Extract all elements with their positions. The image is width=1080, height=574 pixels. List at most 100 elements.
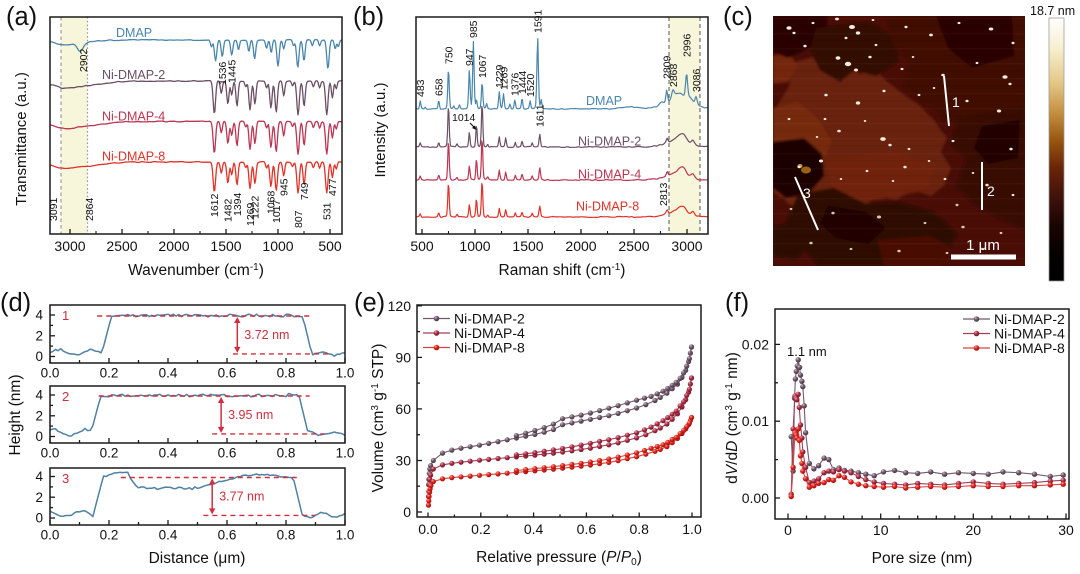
svg-text:0.2: 0.2	[100, 446, 119, 461]
svg-text:2: 2	[62, 389, 69, 404]
svg-text:0.6: 0.6	[218, 528, 237, 543]
svg-text:0.00: 0.00	[742, 490, 769, 506]
svg-text:0.4: 0.4	[159, 446, 178, 461]
svg-text:0.4: 0.4	[159, 528, 178, 543]
svg-text:1520: 1520	[525, 73, 537, 97]
svg-text:Ni-DMAP-8: Ni-DMAP-8	[454, 339, 525, 355]
svg-text:3000: 3000	[54, 238, 85, 254]
svg-text:0: 0	[403, 504, 411, 520]
svg-text:2500: 2500	[618, 238, 649, 254]
svg-text:2868: 2868	[668, 63, 680, 87]
svg-text:30: 30	[395, 453, 411, 469]
svg-text:483: 483	[415, 79, 427, 97]
svg-text:1376: 1376	[510, 72, 522, 96]
svg-text:Ni-DMAP-2: Ni-DMAP-2	[578, 135, 641, 149]
svg-text:1.0: 1.0	[682, 521, 702, 537]
svg-text:1014: 1014	[452, 112, 476, 124]
svg-text:807: 807	[293, 210, 305, 228]
svg-text:1000: 1000	[262, 238, 293, 254]
svg-text:945: 945	[279, 178, 291, 196]
svg-text:1444: 1444	[517, 70, 529, 94]
svg-text:2813: 2813	[658, 182, 670, 206]
svg-text:0.8: 0.8	[277, 446, 296, 461]
svg-text:10: 10	[873, 522, 889, 538]
svg-text:477: 477	[327, 178, 339, 196]
svg-text:0.0: 0.0	[41, 446, 60, 461]
svg-text:Transmittance (a.u.): Transmittance (a.u.)	[13, 72, 30, 206]
svg-text:1229: 1229	[494, 64, 506, 88]
svg-text:658: 658	[434, 78, 446, 96]
svg-text:0.02: 0.02	[742, 336, 769, 352]
svg-text:0.0: 0.0	[418, 521, 438, 537]
svg-text:2: 2	[35, 408, 43, 423]
svg-text:2: 2	[35, 328, 43, 343]
svg-text:Ni-DMAP-8: Ni-DMAP-8	[576, 200, 639, 214]
svg-text:1591: 1591	[532, 9, 544, 33]
svg-text:Raman shift (cm-1): Raman shift (cm-1)	[499, 262, 626, 279]
svg-text:1 μm: 1 μm	[966, 237, 1000, 254]
svg-text:0.01: 0.01	[742, 413, 769, 429]
svg-text:dV/dD (cm3 g-1 nm): dV/dD (cm3 g-1 nm)	[724, 352, 741, 484]
svg-text:0.6: 0.6	[218, 446, 237, 461]
svg-text:Ni-DMAP-8: Ni-DMAP-8	[994, 340, 1065, 356]
svg-text:0.2: 0.2	[100, 366, 119, 381]
svg-text:Intensity (a.u.): Intensity (a.u.)	[372, 82, 389, 177]
svg-text:0: 0	[35, 429, 43, 444]
svg-text:0: 0	[35, 349, 43, 364]
svg-text:30: 30	[1058, 522, 1074, 538]
svg-text:Distance (μm): Distance (μm)	[149, 550, 246, 567]
svg-text:0: 0	[35, 511, 43, 526]
svg-text:1500: 1500	[512, 238, 543, 254]
svg-text:3086: 3086	[691, 68, 703, 92]
svg-text:0.8: 0.8	[277, 366, 296, 381]
svg-text:1.0: 1.0	[336, 528, 355, 543]
svg-text:2500: 2500	[106, 238, 137, 254]
svg-text:1000: 1000	[459, 238, 490, 254]
svg-text:Ni-DMAP-4: Ni-DMAP-4	[454, 325, 525, 341]
svg-text:0.0: 0.0	[41, 528, 60, 543]
svg-text:3091: 3091	[48, 197, 60, 221]
svg-text:4: 4	[35, 388, 43, 403]
svg-text:(b): (b)	[353, 3, 384, 31]
svg-text:0.6: 0.6	[577, 521, 597, 537]
svg-text:Wavenumber (cm-1): Wavenumber (cm-1)	[128, 262, 264, 279]
svg-text:0.2: 0.2	[100, 528, 119, 543]
svg-text:Height (nm): Height (nm)	[7, 375, 24, 456]
svg-text:3.72 nm: 3.72 nm	[244, 328, 289, 342]
svg-text:(e): (e)	[354, 289, 385, 317]
svg-text:1269: 1269	[498, 66, 510, 90]
svg-text:1222: 1222	[250, 195, 262, 219]
svg-text:Relative pressure (P/P0): Relative pressure (P/P0)	[476, 549, 642, 568]
svg-text:4: 4	[35, 308, 43, 323]
svg-text:60: 60	[395, 401, 411, 417]
svg-text:0.6: 0.6	[218, 366, 237, 381]
svg-text:1394: 1394	[232, 192, 244, 216]
svg-text:2996: 2996	[681, 33, 693, 57]
svg-text:1067: 1067	[477, 54, 489, 78]
svg-text:1269: 1269	[245, 202, 257, 226]
svg-text:2: 2	[35, 490, 43, 505]
svg-text:985: 985	[468, 20, 480, 38]
svg-text:20: 20	[966, 522, 982, 538]
svg-text:1068: 1068	[266, 190, 278, 214]
svg-text:1.0: 1.0	[336, 446, 355, 461]
svg-text:(d): (d)	[0, 289, 31, 317]
svg-text:DMAP: DMAP	[116, 26, 152, 40]
svg-text:0.2: 0.2	[471, 521, 491, 537]
svg-text:3000: 3000	[671, 238, 702, 254]
svg-text:0.4: 0.4	[524, 521, 544, 537]
svg-text:1: 1	[62, 308, 69, 323]
svg-text:3: 3	[803, 185, 811, 201]
svg-text:0: 0	[784, 522, 792, 538]
svg-text:1017: 1017	[271, 199, 283, 223]
svg-text:1536: 1536	[217, 61, 229, 85]
svg-text:Ni-DMAP-4: Ni-DMAP-4	[578, 168, 641, 182]
svg-text:Ni-DMAP-4: Ni-DMAP-4	[994, 325, 1065, 341]
svg-text:2: 2	[987, 183, 995, 199]
svg-text:1500: 1500	[210, 238, 241, 254]
svg-text:Pore size (nm): Pore size (nm)	[872, 550, 973, 567]
svg-text:DMAP: DMAP	[586, 94, 622, 108]
svg-text:2809: 2809	[662, 55, 674, 79]
svg-text:Ni-DMAP-2: Ni-DMAP-2	[454, 310, 525, 326]
svg-text:500: 500	[318, 238, 342, 254]
